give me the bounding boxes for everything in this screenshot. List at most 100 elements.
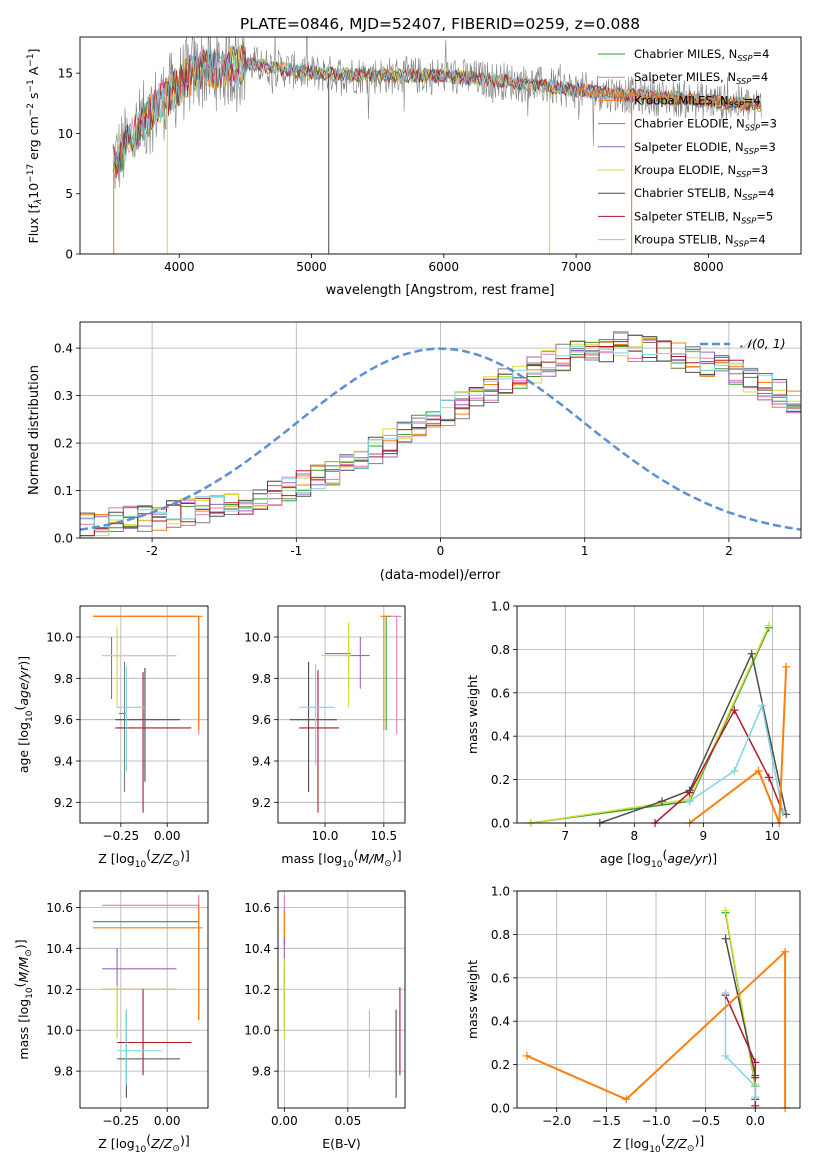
y-tick-label: 9.6 [54, 713, 73, 727]
y-tick-label: 0.0 [491, 1102, 510, 1116]
legend-entry: Chabrier ELODIE, NSSP=3 [634, 117, 777, 133]
x-tick-label: 0.00 [271, 1114, 298, 1128]
legend-entry: Salpeter MILES, NSSP=4 [634, 70, 768, 86]
best-fit-spectrum-line [575, 86, 761, 110]
mass-weight-vs-age-frame [516, 605, 801, 824]
y-tick-label: 10.2 [244, 983, 271, 997]
age-vs-Z-plot-area [92, 615, 203, 813]
y-tick-label: 0.2 [491, 1058, 510, 1072]
y-tick-label: 9.8 [54, 1065, 73, 1079]
x-tick-label: 8 [631, 829, 639, 843]
model-spectrum-line [112, 46, 762, 174]
x-axis-label: Z [log10(Z/Z⊙)] [98, 847, 189, 870]
y-tick-label: 10.2 [46, 983, 73, 997]
y-tick-label: 10.4 [244, 942, 271, 956]
x-tick-label: 2 [725, 544, 733, 558]
histogram-step [80, 334, 801, 538]
x-tick-label: −0.25 [102, 829, 139, 843]
spectrum-plot-area [112, 37, 762, 254]
x-tick-label: 10.5 [370, 829, 397, 843]
x-tick-label: 5000 [296, 260, 327, 274]
mass-vs-EBV-plot-area [283, 895, 401, 1098]
age-vs-Z-frame [79, 605, 209, 824]
residuals-frame [79, 321, 802, 539]
y-tick-label: 0.3 [54, 389, 73, 403]
mass-weight-line [599, 651, 787, 823]
y-axis-label: mass [log10(M/M⊙)] [12, 939, 35, 1059]
x-tick-label: 9 [700, 829, 708, 843]
y-tick-label: 9.4 [54, 755, 73, 769]
mass-weight-vs-Z-frame [516, 890, 801, 1109]
histogram-step [80, 337, 801, 538]
mass-weight-line [724, 993, 757, 1098]
y-tick-label: 5 [65, 187, 73, 201]
x-axis-label: E(B-V) [322, 1136, 361, 1151]
x-tick-label: 10 [765, 829, 780, 843]
age-vs-mass-plot-area [289, 615, 402, 813]
y-tick-label: 9.8 [252, 1065, 271, 1079]
legend-entry: 𝒩(0, 1) [740, 336, 786, 351]
y-tick-label: 9.4 [252, 755, 271, 769]
x-axis-label: mass [log10(M/M⊙)] [281, 847, 401, 870]
mass-weight-line [724, 938, 757, 1100]
y-tick-label: 10 [58, 127, 73, 141]
y-axis-label: mass weight [465, 960, 480, 1039]
x-tick-label: −1.0 [641, 1114, 670, 1128]
x-tick-label: 0.05 [334, 1114, 361, 1128]
x-tick-label: −1.5 [592, 1114, 621, 1128]
x-tick-label: −0.25 [102, 1114, 139, 1128]
x-axis-label: wavelength [Angstrom, rest frame] [326, 283, 555, 298]
x-tick-label: 7000 [561, 260, 592, 274]
y-tick-label: 0 [65, 248, 73, 262]
y-tick-label: 1.0 [491, 885, 510, 899]
y-tick-label: 10.0 [46, 631, 73, 645]
x-tick-label: 1 [581, 544, 589, 558]
y-tick-label: 10.0 [46, 1024, 73, 1038]
y-tick-label: 0.4 [491, 1015, 510, 1029]
x-tick-label: 0.00 [154, 1114, 181, 1128]
mass-weight-vs-age-plot-area [530, 625, 788, 823]
y-tick-label: 10.6 [46, 901, 73, 915]
mass-weight-vs-Z-panel: −2.0 −1.5 −1.0 −0.5 0.0 0.0 0.2 0.4 0.6 0.8 1.0 Z [… [465, 885, 801, 1155]
y-tick-label: 15 [58, 67, 73, 81]
mass-weight-vs-age-panel: 7 8 9 10 0.0 0.2 0.4 0.6 0.8 1.0 age [log10(age/yr… [465, 600, 801, 870]
spectrum-panel: 4000 5000 6000 7000 8000 0 5 10 15 Chabrier MILES… [26, 36, 802, 298]
y-tick-label: 10.0 [244, 631, 271, 645]
legend-entry: Chabrier MILES, NSSP=4 [634, 47, 769, 63]
y-tick-label: 9.6 [252, 713, 271, 727]
mass-vs-Z-frame [79, 890, 209, 1109]
x-tick-label: 0 [437, 544, 445, 558]
x-tick-label: 8000 [693, 260, 724, 274]
x-tick-label: −2.0 [542, 1114, 571, 1128]
y-tick-label: 0.8 [491, 643, 510, 657]
y-tick-label: 9.8 [252, 672, 271, 686]
y-tick-label: 9.2 [54, 796, 73, 810]
legend-entry: Kroupa STELIB, NSSP=4 [634, 233, 766, 249]
x-tick-label: 0.00 [154, 829, 181, 843]
y-tick-label: 0.0 [491, 817, 510, 831]
spectrum-frame [79, 36, 802, 255]
y-tick-label: 10.4 [46, 942, 73, 956]
histogram-step [80, 331, 801, 538]
histogram-step [80, 337, 801, 538]
y-tick-label: 10.6 [244, 901, 271, 915]
mass-weight-line [688, 666, 788, 823]
legend-entry: Kroupa MILES, NSSP=4 [634, 93, 761, 109]
y-tick-label: 9.8 [54, 672, 73, 686]
y-tick-label: 0.1 [54, 484, 73, 498]
mass-vs-Z-plot-area [92, 895, 203, 1098]
x-tick-label: 0.0 [746, 1114, 765, 1128]
legend-entry: Salpeter STELIB, NSSP=5 [634, 209, 773, 225]
mass-weight-line [689, 703, 784, 813]
x-axis-label: Z [log10(Z/Z⊙)] [613, 1132, 704, 1155]
x-tick-label: 7 [561, 829, 569, 843]
x-axis-label: Z [log10(Z/Z⊙)] [98, 1132, 189, 1155]
mass-weight-line [724, 994, 757, 1106]
histogram-step [80, 332, 801, 538]
residuals-panel: -2 -1 0 1 2 0.0 0.1 0.2 0.3 0.4 𝒩(0, 1) (data-model… [27, 321, 802, 583]
histogram-step [80, 338, 801, 538]
figure-title: PLATE=0846, MJD=52407, FIBERID=0259, z=0… [240, 15, 640, 33]
y-tick-label: 10.0 [244, 1024, 271, 1038]
histogram-step [80, 341, 801, 538]
y-axis-label: Flux [fλ10−17 erg cm−2 s−1 A−1] [26, 49, 44, 244]
